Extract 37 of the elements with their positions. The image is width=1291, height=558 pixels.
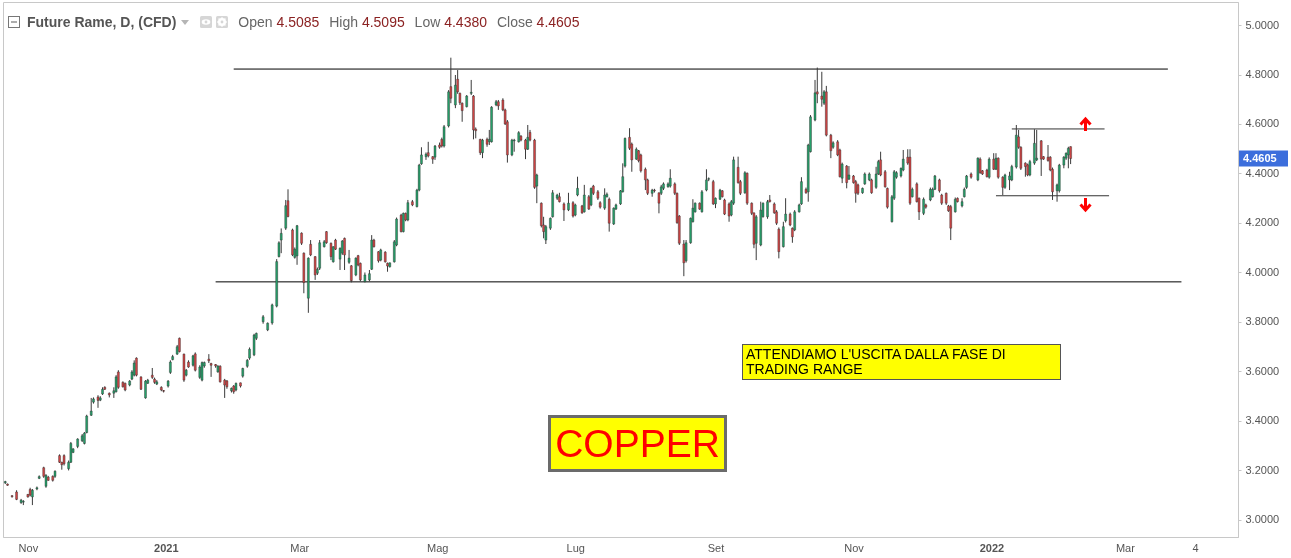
- y-tick-label: 4.0000: [1245, 265, 1280, 278]
- x-tick-label: Mar: [1115, 541, 1136, 554]
- x-tick-label: 4: [1192, 541, 1199, 554]
- text: 4.4605: [1243, 151, 1277, 164]
- x-tick-label: Nov: [18, 541, 39, 554]
- y-tick-label: 3.0000: [1245, 513, 1280, 526]
- x-tick-label: 2021: [154, 541, 179, 554]
- y-tick-label: 4.4000: [1245, 166, 1280, 179]
- y-tick-label: 5.0000: [1245, 18, 1280, 31]
- candlestick: [845, 164, 848, 189]
- x-tick-label: Nov: [844, 541, 865, 554]
- annotation: ATTENDIAMO L'USCITA DALLA FASE DI TRADING RANGE: [746, 346, 1006, 377]
- x-tick-label: Set: [707, 541, 725, 554]
- candlestick: [562, 201, 566, 222]
- candlestick: [280, 227, 283, 254]
- text: Future Rame, D, (CFD): [27, 14, 177, 30]
- y-tick-label: 4.6000: [1245, 117, 1280, 130]
- x-tick-label: 2022: [979, 541, 1005, 554]
- y-tick-label: 3.4000: [1245, 414, 1280, 427]
- x-tick-label: Mar: [290, 541, 310, 554]
- y-tick-label: 3.2000: [1245, 463, 1280, 476]
- candlestick: [782, 221, 785, 248]
- text: Open 4.5085 High 4.5095 Low 4.4380 Close 4.4605: [238, 14, 580, 30]
- annotation: COPPER: [555, 422, 720, 465]
- x-tick-label: Mag: [427, 541, 449, 554]
- candlestick: [347, 249, 351, 265]
- note-box: ATTENDIAMO L'USCITA DALLA FASE DI TRADING RANGE: [742, 344, 1061, 380]
- x-tick-label: Lug: [566, 541, 585, 554]
- candlestick: [847, 165, 851, 181]
- y-tick-label: 3.6000: [1245, 364, 1280, 377]
- candlestick: [209, 362, 213, 378]
- y-tick-label: 3.8000: [1245, 315, 1280, 328]
- y-tick-label: 4.8000: [1245, 68, 1280, 80]
- candlestick: [284, 199, 287, 231]
- note-box: COPPER: [548, 415, 727, 472]
- y-tick-label: 4.2000: [1245, 216, 1280, 229]
- candlestick: [777, 226, 781, 259]
